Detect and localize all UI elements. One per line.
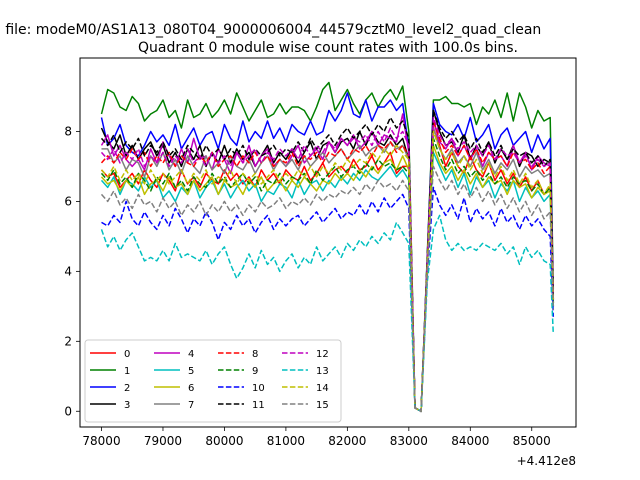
x-tick-label: 84000 — [451, 434, 489, 448]
series-line-14 — [100, 130, 555, 413]
series-line-0 — [100, 127, 555, 413]
legend-label-15: 15 — [316, 400, 329, 411]
series-line-15 — [100, 165, 555, 413]
legend-label-0: 0 — [124, 349, 130, 360]
series-line-13 — [100, 214, 555, 413]
x-tick-label: 80000 — [205, 434, 243, 448]
legend-label-3: 3 — [124, 400, 130, 411]
x-tick-label: 81000 — [267, 434, 305, 448]
figure-suptitle: n file: modeM0/AS1A13_080T04_9000006004_… — [0, 22, 541, 38]
legend-label-10: 10 — [252, 383, 265, 394]
series-line-1 — [100, 81, 555, 413]
x-tick-label: 79000 — [144, 434, 182, 448]
series-line-2 — [100, 92, 555, 413]
legend-label-5: 5 — [188, 366, 194, 377]
series-line-11 — [100, 109, 555, 413]
legend-label-2: 2 — [124, 383, 130, 394]
axes-frame — [79, 57, 577, 428]
legend-label-12: 12 — [316, 349, 329, 360]
x-tick-label: 85000 — [513, 434, 551, 448]
legend-label-13: 13 — [316, 366, 329, 377]
legend-label-4: 4 — [188, 349, 194, 360]
x-tick-label: 82000 — [328, 434, 366, 448]
plot-area — [100, 81, 555, 413]
x-tick-label: 83000 — [390, 434, 428, 448]
y-tick-label: 4 — [64, 264, 72, 278]
y-tick-label: 2 — [64, 334, 72, 348]
legend-box — [84, 339, 342, 423]
series-line-6 — [100, 144, 555, 413]
y-tick-label: 6 — [64, 194, 72, 208]
legend-label-7: 7 — [188, 400, 194, 411]
legend-label-6: 6 — [188, 383, 194, 394]
legend-label-8: 8 — [252, 349, 258, 360]
legend-label-1: 1 — [124, 366, 130, 377]
legend-label-11: 11 — [252, 400, 265, 411]
y-axis: 0 2 4 6 8 — [64, 124, 80, 418]
legend-label-9: 9 — [252, 366, 258, 377]
series-line-9 — [100, 137, 555, 413]
series-line-12 — [100, 116, 555, 413]
x-axis: 78000 79000 80000 81000 82000 83000 84000 85000 — [82, 427, 551, 448]
chart-title: Quadrant 0 module wise count rates with … — [138, 40, 518, 56]
y-tick-label: 8 — [64, 124, 72, 138]
x-axis-offset-label: +4.412e8 — [517, 454, 576, 468]
series-line-8 — [100, 120, 555, 413]
y-tick-label: 0 — [64, 404, 72, 418]
series-line-7 — [101, 127, 555, 413]
x-tick-label: 78000 — [82, 434, 120, 448]
legend-label-14: 14 — [316, 383, 329, 394]
